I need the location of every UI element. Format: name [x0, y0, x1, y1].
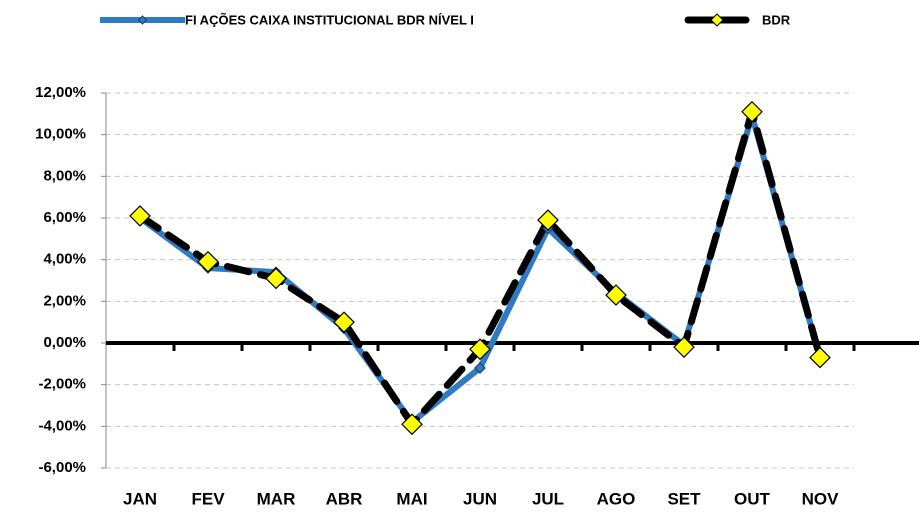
x-tick-label: JUN [463, 489, 497, 508]
marker [537, 209, 559, 231]
x-tick-label: MAR [257, 489, 296, 508]
y-tick-label: 6,00% [43, 209, 86, 226]
y-tick-label: 12,00% [35, 84, 86, 101]
y-tick-label: 10,00% [35, 126, 86, 143]
x-tick-label: OUT [734, 489, 771, 508]
legend-label: BDR [762, 12, 791, 27]
marker [809, 346, 831, 369]
legend-label: FI AÇÕES CAIXA INSTITUCIONAL BDR NÍVEL I [185, 12, 474, 27]
marker [469, 338, 491, 361]
legend-marker [710, 13, 724, 27]
y-tick-label: -2,00% [38, 376, 86, 393]
marker [673, 336, 695, 359]
legend-marker [137, 15, 148, 25]
marker [605, 284, 627, 306]
y-tick-label: -4,00% [38, 417, 86, 434]
y-tick-label: -6,00% [38, 459, 86, 476]
x-tick-label: MAI [396, 489, 427, 508]
marker [265, 267, 287, 290]
y-tick-label: 2,00% [43, 292, 86, 309]
x-tick-label: NOV [802, 489, 840, 508]
y-tick-label: 4,00% [43, 251, 86, 268]
x-tick-label: SET [667, 489, 701, 508]
marker [129, 205, 151, 227]
marker [333, 311, 355, 334]
marker [401, 413, 423, 436]
x-tick-label: JAN [123, 489, 157, 508]
x-tick-label: FEV [191, 489, 225, 508]
y-tick-label: 0,00% [43, 334, 86, 351]
x-tick-label: JUL [532, 489, 564, 508]
series-line [136, 108, 824, 428]
x-tick-label: AGO [597, 489, 636, 508]
x-tick-label: ABR [326, 489, 363, 508]
y-tick-label: 8,00% [43, 167, 86, 184]
marker [197, 250, 219, 273]
marker [741, 100, 763, 123]
marker [474, 362, 486, 374]
